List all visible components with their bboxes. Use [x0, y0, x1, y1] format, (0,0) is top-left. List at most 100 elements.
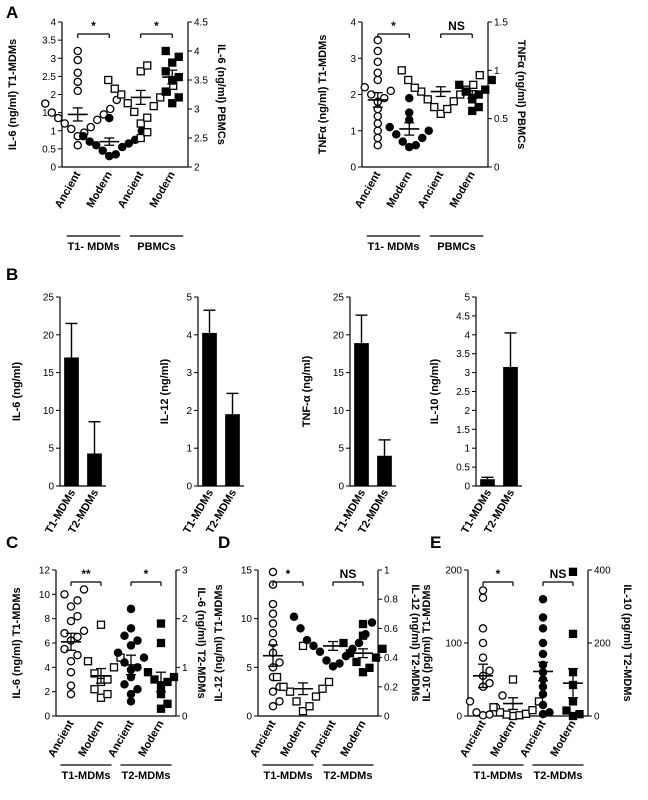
chart-d-series-3-point-4 — [345, 649, 355, 658]
chart-c-series-0-point-3 — [66, 657, 76, 666]
chart-a-ytick-label-right-4-5: 4.5 — [194, 18, 208, 29]
chart-b2-ylabel: IL-12 (ng/ml) — [159, 358, 171, 424]
chart-a-series-0-point-17 — [73, 46, 83, 56]
chart-b3-ytick-label-15: 15 — [333, 368, 345, 379]
chart-e-series-2-point-12 — [538, 594, 548, 604]
chart-c-series-0-point-13 — [73, 596, 82, 605]
chart-d-series-3-point-5 — [378, 644, 387, 653]
chart-b2-ytick-label-3: 3 — [186, 368, 192, 379]
chart-d-series-1-point-9 — [298, 641, 308, 651]
chart-a2-ytick-label-left-0: 0 — [350, 163, 356, 174]
chart-d-category-label-1: Modern — [278, 718, 308, 759]
chart-c-sig-label-0: ** — [81, 567, 91, 581]
chart-c-series-3-point-1 — [163, 699, 172, 708]
chart-a2-series-1-point-6 — [385, 122, 394, 132]
chart-a2-series-2-point-10 — [404, 75, 413, 85]
chart-d-category-label-3: Modern — [338, 718, 368, 759]
chart-c-series-0-point-10 — [66, 616, 76, 626]
chart-b4-ytick-label-1: 1 — [464, 444, 470, 455]
chart-c-ytick-label-left-6: 6 — [44, 639, 50, 650]
chart-e-series-1-point-4 — [495, 708, 505, 717]
chart-e-ytick-label-right-200: 200 — [594, 639, 611, 650]
chart-d-ytick-label-right-0: 0 — [384, 712, 390, 723]
chart-e-series-2-point-4 — [538, 682, 548, 692]
chart-e-series-1-point-5 — [528, 706, 537, 715]
chart-d-ytick-label-right-0-4: 0.4 — [384, 653, 398, 664]
chart-a2-series-2-point-1 — [443, 104, 452, 114]
chart-c-ytick-label-right-2: 2 — [182, 614, 188, 625]
chart-b2-bar-1 — [225, 414, 240, 486]
chart-c-series-3-point-7 — [143, 668, 153, 677]
chart-c-series-0-point-1 — [66, 681, 76, 690]
chart-b2-ytick-label-1: 1 — [186, 444, 192, 455]
chart-d-series-0-point-6 — [275, 658, 284, 667]
chart-a-series-3-point-8 — [161, 46, 170, 56]
chart-e-series-3-point-6 — [568, 629, 578, 639]
chart-c-ytick-label-left-8: 8 — [44, 614, 50, 625]
chart-a2-sig-label-0: * — [391, 19, 396, 33]
chart-a-series-0-point-7 — [54, 113, 63, 123]
chart-a-series-2-point-0 — [136, 133, 145, 143]
chart-d-series-0-point-0 — [268, 702, 278, 711]
chart-e-series-0-point-13 — [478, 593, 488, 602]
chart-a-series-1-point-3 — [118, 142, 127, 152]
chart-e-ytick-label-right-0: 0 — [594, 712, 600, 723]
chart-c-series-0-point-15 — [79, 585, 89, 594]
chart-e-category-label-0: Ancient — [458, 718, 489, 759]
chart-b4-ytick-label-1-5: 1.5 — [456, 425, 470, 436]
chart-c-category-label-2: Ancient — [106, 718, 137, 759]
chart-e-series-0-point-11 — [478, 638, 488, 648]
chart-a2-sig-label-1: NS — [448, 19, 465, 33]
chart-a-category-label-1: Modern — [85, 169, 115, 210]
chart-a2-series-0-point-12 — [373, 68, 382, 78]
chart-a-ytick-label-left-3-5: 3.5 — [42, 36, 56, 47]
chart-d-series-1-point-5 — [318, 684, 327, 693]
chart-a-series-3-point-2 — [161, 87, 170, 96]
chart-a2-category-label-2: Ancient — [416, 169, 447, 210]
chart-a-ytick-label-left-1: 1 — [50, 126, 56, 137]
chart-c-series-3-point-0 — [156, 704, 166, 713]
chart-d-series-3-point-2 — [352, 657, 361, 667]
chart-a-series-2-point-6 — [123, 99, 132, 108]
chart-d-series-2-point-4 — [315, 647, 325, 657]
chart-a-series-1-point-4 — [92, 140, 101, 150]
chart-d-series-0-point-2 — [268, 687, 278, 696]
chart-b4-ytick-label-0-5: 0.5 — [456, 463, 470, 474]
chart-a-series-2-point-2 — [136, 119, 145, 128]
chart-c-series-2-point-1 — [126, 689, 136, 699]
chart-e-series-0-point-12 — [478, 624, 488, 633]
chart-d-series-1-point-3 — [311, 692, 321, 701]
chart-b4-ytick-label-3-5: 3.5 — [456, 349, 470, 360]
chart-b-ytick-label-15: 15 — [43, 368, 55, 379]
chart-e-series-2-point-9 — [538, 638, 548, 648]
chart-c-series-2-point-10 — [126, 641, 136, 650]
chart-a2-series-2-point-12 — [397, 66, 406, 75]
chart-e-series-0-point-9 — [485, 666, 494, 675]
chart-c-ylabel-left: IL-6 (ng/ml) T1-MDMs — [11, 587, 23, 698]
panel-letter-b: B — [6, 265, 18, 284]
chart-a-group-label-0: T1- MDMs — [68, 241, 120, 253]
chart-d-series-2-point-7 — [354, 638, 364, 648]
chart-d-series-1-point-4 — [285, 687, 295, 696]
chart-d-series-0-point-11 — [268, 609, 278, 619]
chart-d-ylabel-right: IL-12 (ng/ml) T2-MDMs — [409, 584, 421, 701]
chart-a-series-3-point-6 — [168, 58, 177, 67]
chart-a-series-1-point-2 — [98, 146, 108, 155]
chart-d-ytick-label-left-5: 5 — [246, 663, 252, 674]
chart-d-series-0-point-1 — [275, 697, 284, 706]
chart-d-series-1-point-7 — [324, 677, 334, 687]
chart-e-series-1-point-8 — [508, 675, 518, 684]
chart-b3-bar-1 — [377, 455, 392, 486]
chart-b4-ytick-label-0: 0 — [464, 482, 470, 493]
chart-a-series-3-point-7 — [174, 52, 183, 61]
chart-a2-series-3-point-5 — [481, 85, 490, 94]
chart-e-series-2-point-8 — [538, 649, 548, 659]
chart-a-series-2-point-13 — [136, 67, 145, 76]
chart-d-ylabel-left: IL-12 (ng/ml) T1-MDMs — [213, 584, 225, 701]
chart-d-series-2-point-6 — [309, 641, 318, 651]
chart-e-category-label-1: Modern — [488, 718, 518, 759]
chart-e-category-label-2: Ancient — [518, 718, 549, 759]
chart-a2-series-0-point-2 — [373, 126, 382, 136]
chart-d-series-3-point-7 — [358, 631, 368, 640]
chart-b2-ytick-label-5: 5 — [186, 293, 192, 304]
